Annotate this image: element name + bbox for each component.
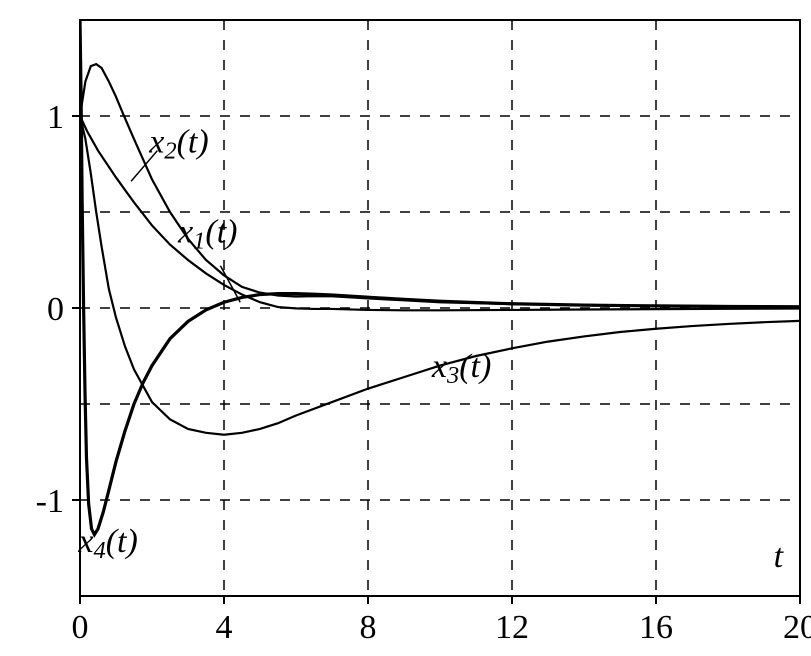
curve-label-x3: x3(t) — [431, 348, 491, 389]
x-tick-label: 4 — [216, 609, 233, 646]
x-tick-label: 20 — [783, 609, 811, 646]
curve-label-text: x4(t) — [77, 523, 137, 564]
x-tick-label: 12 — [495, 609, 529, 646]
curve-label-x4: x4(t) — [77, 523, 137, 564]
y-tick-label: 0 — [47, 291, 64, 328]
x-axis-label: t — [774, 538, 785, 575]
y-tick-label: 1 — [47, 99, 64, 136]
x-tick-label: 16 — [639, 609, 673, 646]
x-tick-label: 0 — [72, 609, 89, 646]
curve-label-text: x2(t) — [148, 123, 208, 164]
chart-svg: 0 4 8 12 16 20 -1 0 1 t x1(t) x2(t) x3(t) x4(t) — [0, 0, 811, 656]
curve-label-text: x3(t) — [431, 348, 491, 389]
curve-label-text: x1(t) — [177, 214, 237, 255]
state-trajectory-chart: { "chart": { "type": "line", "width": 81… — [0, 0, 811, 656]
x-tick-label: 8 — [360, 609, 377, 646]
y-tick-label: -1 — [36, 483, 64, 520]
